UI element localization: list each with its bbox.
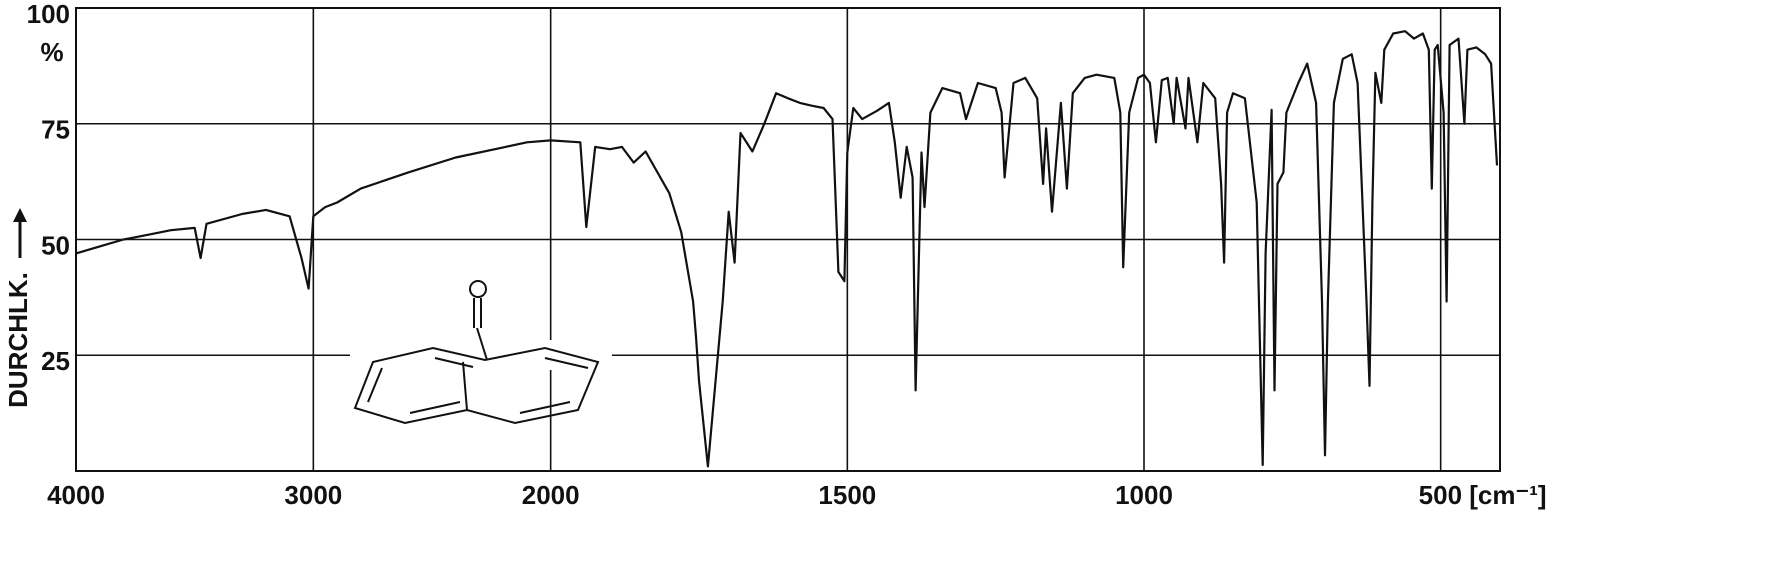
y-tick-label: 100 <box>27 0 70 29</box>
y-unit: % <box>40 37 63 67</box>
x-tick-label: 1500 <box>818 480 876 510</box>
grid <box>75 7 1501 472</box>
y-tick-label: 75 <box>41 115 70 145</box>
spectrum-line <box>75 30 1499 468</box>
x-tick-label: 3000 <box>284 480 342 510</box>
x-tick-label: 2000 <box>522 480 580 510</box>
y-arrow <box>13 208 27 258</box>
x-tick-label: 500 [cm⁻¹] <box>1419 480 1547 510</box>
y-tick-label: 50 <box>41 230 70 260</box>
molecule <box>350 280 612 425</box>
x-tick-label: 4000 <box>47 480 105 510</box>
y-tick-label: 25 <box>41 346 70 376</box>
y-axis-label: DURCHLK. <box>3 272 33 408</box>
x-tick-label: 1000 <box>1115 480 1173 510</box>
